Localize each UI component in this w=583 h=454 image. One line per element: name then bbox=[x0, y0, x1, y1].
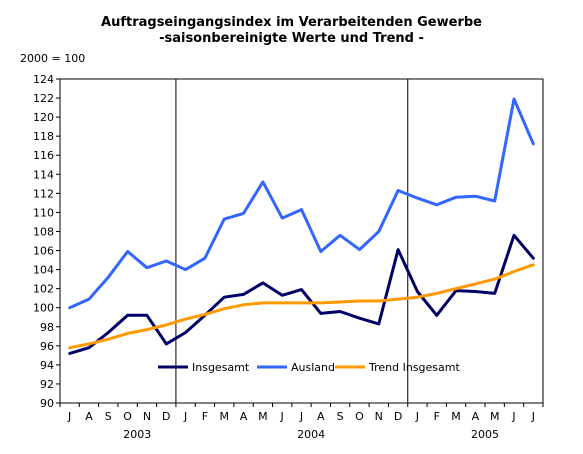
axes bbox=[59, 78, 544, 404]
y-axis-ticks: 90 92 94 96 98 100 102 104 106 108 110 112 114 116 118… bbox=[33, 73, 60, 410]
legend-label-trend-insgesamt: Trend Insgesamt bbox=[368, 361, 460, 374]
x-tick-label: M bbox=[451, 410, 461, 423]
y-tick-label: 100 bbox=[33, 302, 54, 315]
series-lines bbox=[68, 97, 535, 355]
chart-subtitle: -saisonbereinigte Werte und Trend - bbox=[159, 31, 424, 46]
chart-title: Auftragseingangsindex im Verarbeitenden … bbox=[101, 15, 482, 30]
legend: Insgesamt Ausland Trend Insgesamt bbox=[158, 361, 460, 374]
y-tick-label: 90 bbox=[40, 397, 54, 410]
y-tick-label: 122 bbox=[33, 92, 54, 105]
x-tick-label: J bbox=[415, 410, 419, 423]
series-line-ausland bbox=[68, 97, 535, 310]
y-tick-label: 104 bbox=[33, 264, 54, 277]
x-tick-label: D bbox=[394, 410, 402, 423]
year-label: 2005 bbox=[471, 428, 499, 441]
x-tick-label: M bbox=[258, 410, 268, 423]
x-tick-label: O bbox=[123, 410, 132, 423]
legend-label-insgesamt: Insgesamt bbox=[192, 361, 250, 374]
x-tick-label: N bbox=[143, 410, 151, 423]
x-tick-label: J bbox=[511, 410, 515, 423]
y-tick-label: 124 bbox=[33, 73, 54, 86]
x-tick-label: M bbox=[490, 410, 500, 423]
y-tick-label: 116 bbox=[33, 149, 54, 162]
year-label: 2004 bbox=[297, 428, 325, 441]
y-tick-label: 108 bbox=[33, 225, 54, 238]
x-tick-label: A bbox=[240, 410, 248, 423]
y-tick-label: 114 bbox=[33, 168, 54, 181]
x-tick-label: F bbox=[434, 410, 440, 423]
x-tick-label: S bbox=[337, 410, 344, 423]
x-tick-label: J bbox=[183, 410, 187, 423]
year-label: 2003 bbox=[123, 428, 151, 441]
x-tick-label: O bbox=[355, 410, 364, 423]
y-tick-label: 94 bbox=[40, 359, 54, 372]
x-tick-label: N bbox=[375, 410, 383, 423]
y-tick-label: 112 bbox=[33, 187, 54, 200]
x-tick-label: J bbox=[531, 410, 535, 423]
y-axis-unit-label: 2000 = 100 bbox=[20, 52, 86, 65]
y-tick-label: 106 bbox=[33, 245, 54, 258]
x-tick-label: M bbox=[219, 410, 229, 423]
x-tick-label: D bbox=[162, 410, 170, 423]
legend-label-ausland: Ausland bbox=[291, 361, 335, 374]
y-tick-label: 110 bbox=[33, 206, 54, 219]
x-tick-label: J bbox=[280, 410, 284, 423]
x-tick-label: A bbox=[85, 410, 93, 423]
y-tick-label: 120 bbox=[33, 111, 54, 124]
plot-frame bbox=[59, 78, 544, 404]
x-axis-year-labels: 2003 2004 2005 bbox=[123, 428, 499, 441]
series-line-trend-insgesamt bbox=[68, 263, 535, 350]
series-line-insgesamt bbox=[68, 233, 535, 355]
x-tick-label: A bbox=[317, 410, 325, 423]
y-tick-label: 102 bbox=[33, 283, 54, 296]
x-tick-label: A bbox=[472, 410, 480, 423]
y-tick-label: 96 bbox=[40, 340, 54, 353]
x-tick-label: F bbox=[202, 410, 208, 423]
y-tick-label: 92 bbox=[40, 378, 54, 391]
x-tick-label: S bbox=[105, 410, 112, 423]
y-tick-label: 98 bbox=[40, 321, 54, 334]
x-tick-label: J bbox=[67, 410, 71, 423]
y-tick-label: 118 bbox=[33, 130, 54, 143]
x-tick-label: J bbox=[299, 410, 303, 423]
